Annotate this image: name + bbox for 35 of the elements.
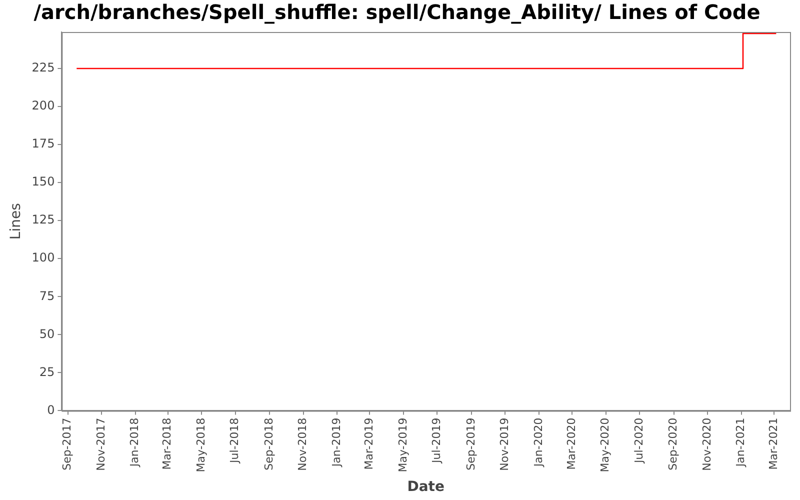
x-tick-label: Jul-2018 xyxy=(228,418,242,464)
y-tick-label: 200 xyxy=(32,98,55,113)
y-axis-title: Lines xyxy=(8,203,24,240)
x-tick-label: Mar-2020 xyxy=(564,418,578,470)
y-tick-label: 50 xyxy=(39,326,55,341)
y-tick-label: 150 xyxy=(32,174,55,189)
x-tick-label: Sep-2018 xyxy=(262,418,276,470)
x-axis-title: Date xyxy=(407,479,444,496)
x-tick-label: Mar-2019 xyxy=(362,418,376,470)
x-tick-label: Sep-2017 xyxy=(60,418,74,470)
x-tick-label: Jan-2019 xyxy=(330,418,343,468)
x-tick-label: Jan-2020 xyxy=(532,418,545,468)
y-tick-label: 125 xyxy=(32,212,55,227)
y-tick-label: 175 xyxy=(32,136,55,151)
x-tick-label: Sep-2020 xyxy=(666,418,680,470)
x-tick-label: May-2020 xyxy=(598,418,612,472)
x-tick-label: Nov-2017 xyxy=(94,418,108,471)
y-tick-label: 100 xyxy=(32,250,55,265)
x-tick-label: Jan-2018 xyxy=(128,418,142,468)
x-tick-label: Nov-2020 xyxy=(700,418,714,471)
y-tick-label: 0 xyxy=(47,402,55,417)
y-tick-label: 25 xyxy=(39,364,55,379)
x-tick-label: Nov-2018 xyxy=(296,418,310,471)
chart-title: /arch/branches/Spell_shuffle: spell/Change_Ability/ Lines of Code xyxy=(34,0,760,24)
x-tick-label: Jan-2021 xyxy=(734,418,748,468)
x-tick-label: Mar-2021 xyxy=(766,418,780,470)
x-tick-label: Jul-2020 xyxy=(632,418,646,464)
x-tick-label: Mar-2018 xyxy=(160,418,174,470)
y-tick-label: 75 xyxy=(39,288,55,303)
x-tick-label: May-2018 xyxy=(194,418,208,472)
y-tick-label: 225 xyxy=(32,60,55,75)
x-tick-label: Sep-2019 xyxy=(464,418,478,470)
x-tick-label: May-2019 xyxy=(396,418,410,472)
x-tick-label: Nov-2019 xyxy=(498,418,512,471)
x-tick-label: Jul-2019 xyxy=(430,418,444,464)
